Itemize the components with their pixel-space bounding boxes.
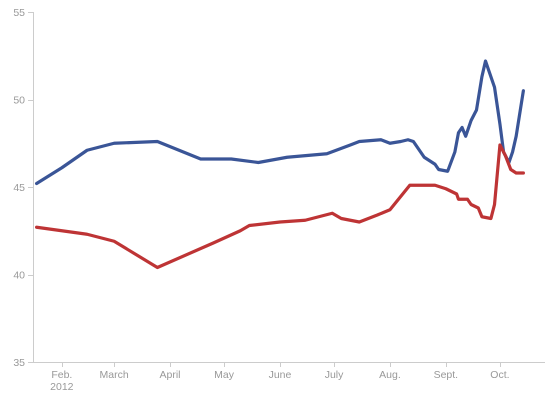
y-tick-labels: 35 40 45 50 55 — [13, 7, 33, 369]
y-tick-label: 50 — [13, 95, 25, 107]
x-tick-label: June — [269, 369, 292, 381]
series-layer — [35, 59, 525, 270]
x-tick-label: May — [214, 369, 235, 381]
x-tick-label: March — [100, 369, 129, 381]
y-tick-label: 40 — [13, 270, 25, 282]
x-tick-label: April — [160, 369, 181, 381]
series-line-1 — [35, 59, 525, 186]
y-tick-label: 35 — [13, 357, 25, 369]
y-tick-label: 45 — [13, 182, 25, 194]
x-tick-label: Feb. — [51, 369, 72, 381]
x-tick-label: Sept. — [434, 369, 459, 381]
x-tick-sublabel: 2012 — [50, 381, 74, 393]
x-tick-labels: Feb.2012 March April May June July Aug. Sept. Oc… — [50, 362, 510, 393]
x-tick-label: July — [325, 369, 344, 381]
y-tick-label: 55 — [13, 7, 25, 19]
x-tick-label: Aug. — [379, 369, 401, 381]
y-axis: 35 40 45 50 55 — [13, 7, 34, 369]
x-axis: Feb.2012 March April May June July Aug. Sept. Oc… — [33, 362, 545, 393]
x-tick-label: Oct. — [490, 369, 509, 381]
series-line-2 — [35, 143, 525, 270]
